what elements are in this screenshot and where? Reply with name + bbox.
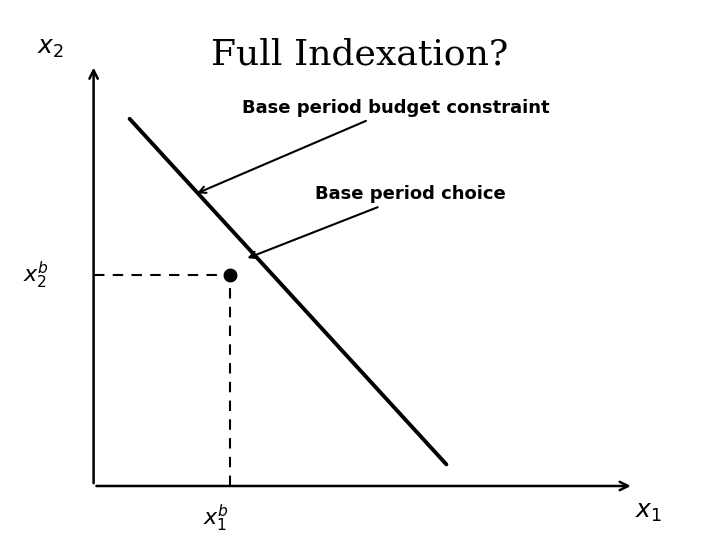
- Text: $x_1$: $x_1$: [634, 502, 662, 524]
- Text: Full Indexation?: Full Indexation?: [212, 38, 508, 72]
- Text: Base period budget constraint: Base period budget constraint: [199, 99, 550, 193]
- Text: $x_2^b$: $x_2^b$: [23, 260, 49, 291]
- Text: Base period choice: Base period choice: [250, 185, 505, 258]
- Text: $x_2$: $x_2$: [37, 37, 64, 60]
- Text: $x_1^b$: $x_1^b$: [203, 503, 229, 534]
